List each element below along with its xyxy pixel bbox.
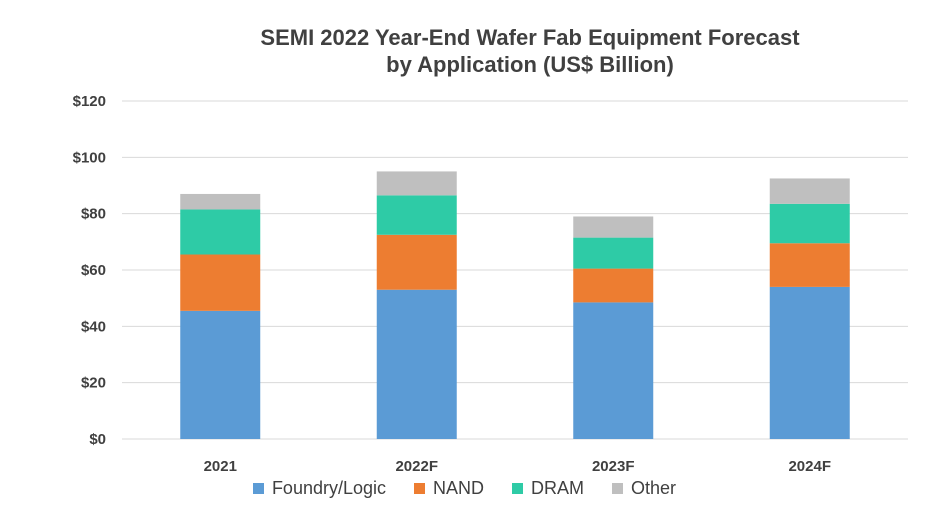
legend-swatch: [612, 483, 624, 494]
bar-segment-nand: [573, 268, 654, 303]
bar-segment-other: [769, 178, 850, 204]
y-tick-label: $60: [81, 262, 106, 279]
bar-segment-other: [376, 171, 457, 196]
bar-segment-nand: [180, 254, 261, 311]
y-tick-label: $80: [81, 206, 106, 223]
bar-segment-dram: [376, 195, 457, 235]
y-tick-label: $20: [81, 375, 106, 392]
bar-segment-dram: [180, 209, 261, 255]
y-tick-label: $0: [89, 431, 106, 448]
legend-item: Foundry/Logic: [252, 478, 387, 499]
legend-label: NAND: [433, 478, 485, 498]
chart-title-line-2: by Application (US$ Billion): [386, 52, 674, 77]
legend-swatch: [252, 483, 264, 494]
bar-segment-foundry-logic: [180, 310, 261, 439]
y-tick-label: $100: [73, 149, 106, 166]
x-axis-ticks: 2021 2022F 2023F 2024F: [204, 458, 831, 475]
legend-label: DRAM: [531, 478, 585, 498]
bar-segment-foundry-logic: [376, 289, 457, 439]
legend-swatch: [512, 483, 524, 494]
bar-segment-nand: [769, 243, 850, 287]
x-tick-label: 2021: [204, 458, 237, 475]
chart-title-line-1: SEMI 2022 Year-End Wafer Fab Equipment F…: [260, 25, 800, 50]
bar-segment-dram: [573, 237, 654, 269]
legend-item: Other: [612, 478, 676, 499]
bar-segment-other: [573, 216, 654, 238]
y-tick-label: $120: [73, 93, 106, 110]
x-tick-label: 2024F: [788, 458, 831, 475]
y-axis-ticks: $0 $20 $40 $60 $80 $100 $120: [73, 93, 106, 448]
legend-swatch: [414, 483, 426, 494]
x-tick-label: 2022F: [395, 458, 438, 475]
legend: Foundry/Logic NAND DRAM Other: [0, 478, 929, 499]
bar-segment-foundry-logic: [769, 286, 850, 439]
legend-label: Other: [631, 478, 677, 498]
y-tick-label: $40: [81, 318, 106, 335]
x-tick-label: 2023F: [592, 458, 635, 475]
chart-title: SEMI 2022 Year-End Wafer Fab Equipment F…: [60, 24, 929, 78]
legend-item: NAND: [414, 478, 484, 499]
legend-item: DRAM: [512, 478, 584, 499]
bar-segment-other: [180, 193, 261, 210]
legend-label: Foundry/Logic: [271, 478, 387, 498]
bars: [180, 171, 850, 439]
bar-segment-dram: [769, 203, 850, 244]
bar-segment-nand: [376, 234, 457, 290]
bar-segment-foundry-logic: [573, 302, 654, 439]
